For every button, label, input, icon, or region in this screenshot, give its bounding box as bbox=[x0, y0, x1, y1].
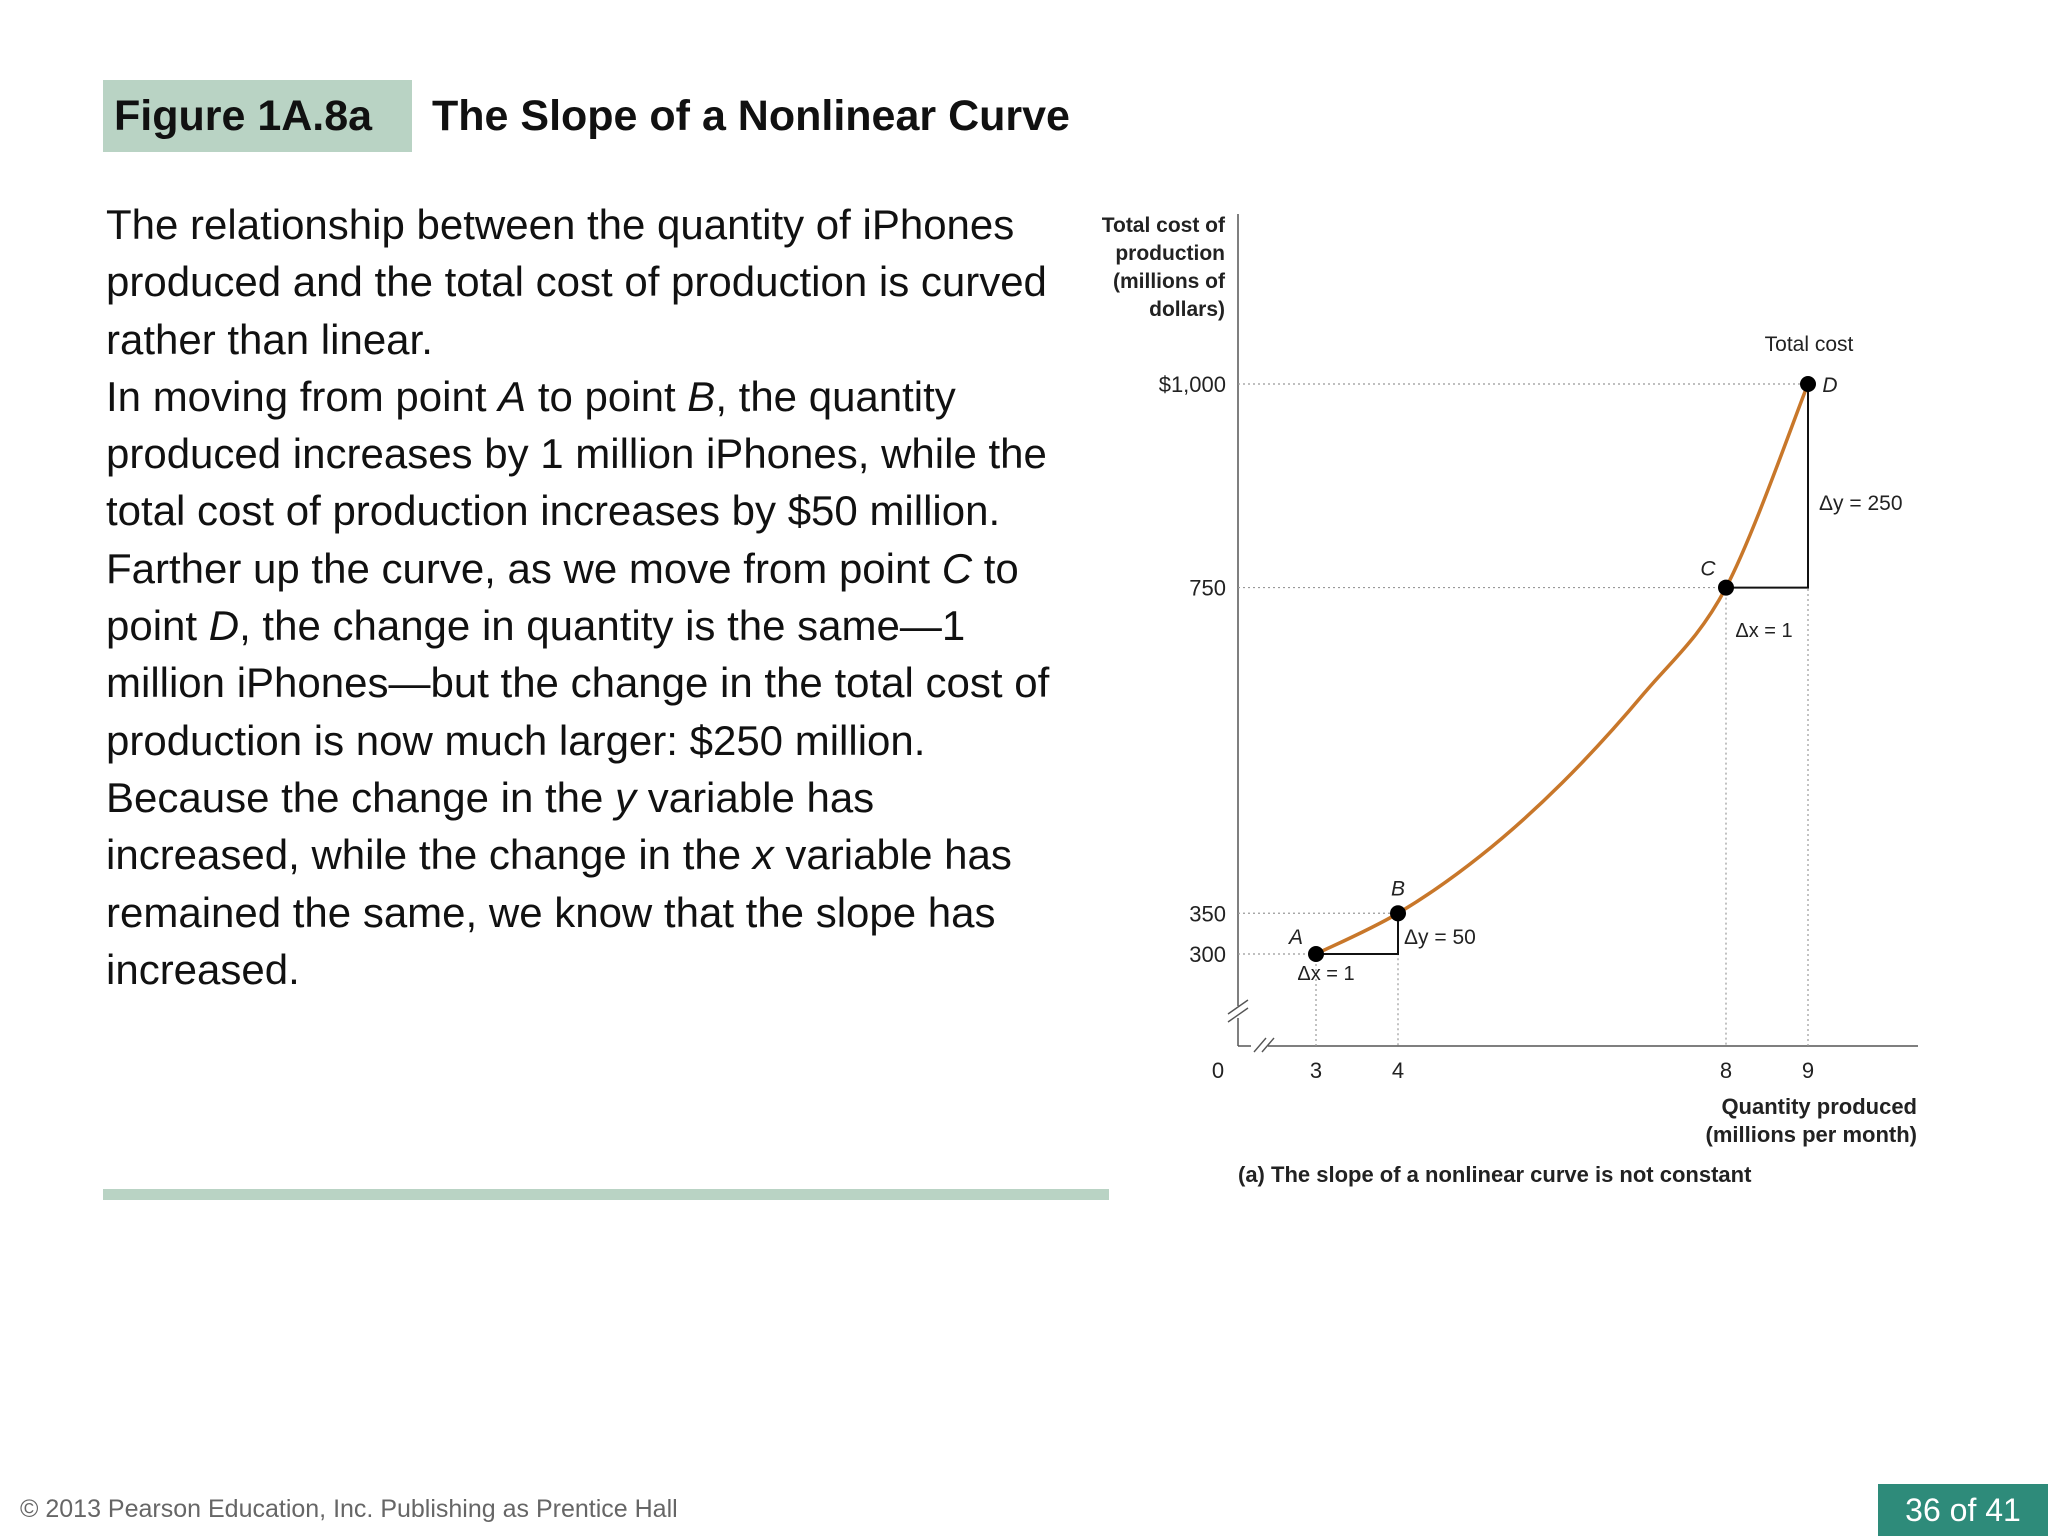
y-axis-label: Total cost of bbox=[1102, 214, 1226, 237]
y-tick-label: 750 bbox=[1189, 576, 1226, 601]
italic-variable: y bbox=[615, 773, 637, 821]
text-run: The relationship between the quantity of… bbox=[106, 201, 1047, 363]
x-axis-break bbox=[1253, 1037, 1275, 1053]
divider bbox=[103, 1189, 1109, 1200]
total-cost-chart: Total cost of production (millions of dolla… bbox=[1102, 214, 1918, 1187]
point-label: A bbox=[1287, 926, 1303, 949]
x-axis-label: Quantity produced bbox=[1721, 1094, 1917, 1119]
text-run: Farther up the curve, as we move from po… bbox=[106, 544, 942, 592]
text-run: variable has increased, while the change… bbox=[106, 773, 875, 879]
point-a bbox=[1308, 946, 1324, 962]
text-run: to point bbox=[106, 544, 1019, 650]
figure-title: The Slope of a Nonlinear Curve bbox=[432, 92, 1070, 140]
delta-label: Δx = 1 bbox=[1297, 963, 1354, 985]
text-run: In moving from point bbox=[106, 372, 499, 420]
body-paragraph: Because the change in the y variable has… bbox=[106, 769, 1066, 998]
body-paragraph: In moving from point A to point B, the q… bbox=[106, 368, 1066, 540]
x-tick-label: 3 bbox=[1310, 1058, 1322, 1083]
italic-variable: A bbox=[498, 372, 527, 420]
point-label: C bbox=[1700, 558, 1716, 581]
body-paragraph: The relationship between the quantity of… bbox=[106, 196, 1066, 368]
series-label: Total cost bbox=[1765, 333, 1854, 356]
y-tick-label: 350 bbox=[1189, 901, 1226, 926]
text-run: , the change in quantity is the same—1 m… bbox=[106, 602, 1050, 764]
y-axis-label: (millions of bbox=[1113, 270, 1226, 293]
point-b bbox=[1390, 905, 1406, 922]
y-tick-label: 300 bbox=[1189, 942, 1226, 967]
body-paragraph: Farther up the curve, as we move from po… bbox=[106, 540, 1066, 769]
x-tick-label: 4 bbox=[1392, 1058, 1404, 1083]
page-number: 36 of 41 bbox=[1878, 1484, 2048, 1536]
y-axis-label: dollars) bbox=[1149, 298, 1225, 321]
italic-variable: x bbox=[752, 831, 774, 879]
text-run: variable has remained the same, we know … bbox=[106, 831, 1012, 993]
point-c bbox=[1718, 579, 1734, 596]
text-run: , the quantity produced increases by 1 m… bbox=[106, 372, 1047, 535]
point-d bbox=[1800, 376, 1816, 392]
y-tick-label: $1,000 bbox=[1159, 372, 1226, 397]
text-run: Because the change in the bbox=[106, 773, 616, 821]
y-axis-label: production bbox=[1115, 242, 1225, 265]
delta-label: Δx = 1 bbox=[1735, 620, 1792, 642]
italic-variable: C bbox=[941, 544, 973, 592]
body-text: The relationship between the quantity of… bbox=[106, 196, 1066, 998]
slope-triangle-cd bbox=[1726, 384, 1809, 589]
x-tick-label: 0 bbox=[1212, 1058, 1224, 1083]
slope-triangle-ab bbox=[1316, 913, 1399, 955]
copyright: © 2013 Pearson Education, Inc. Publishin… bbox=[20, 1495, 678, 1523]
total-cost-curve bbox=[1315, 383, 1810, 956]
delta-label: Δy = 250 bbox=[1819, 492, 1903, 515]
x-axis-label: (millions per month) bbox=[1706, 1122, 1917, 1147]
point-label: B bbox=[1391, 877, 1405, 900]
point-label: D bbox=[1822, 374, 1837, 397]
x-tick-label: 8 bbox=[1720, 1058, 1732, 1083]
y-axis-break bbox=[1227, 999, 1249, 1023]
italic-variable: D bbox=[208, 602, 240, 650]
delta-label: Δy = 50 bbox=[1404, 926, 1476, 949]
text-run: to point bbox=[526, 372, 688, 420]
chart-caption: (a) The slope of a nonlinear curve is no… bbox=[1238, 1162, 1752, 1187]
italic-variable: B bbox=[687, 372, 716, 420]
x-tick-label: 9 bbox=[1802, 1058, 1814, 1083]
figure-label: Figure 1A.8a bbox=[103, 80, 412, 152]
